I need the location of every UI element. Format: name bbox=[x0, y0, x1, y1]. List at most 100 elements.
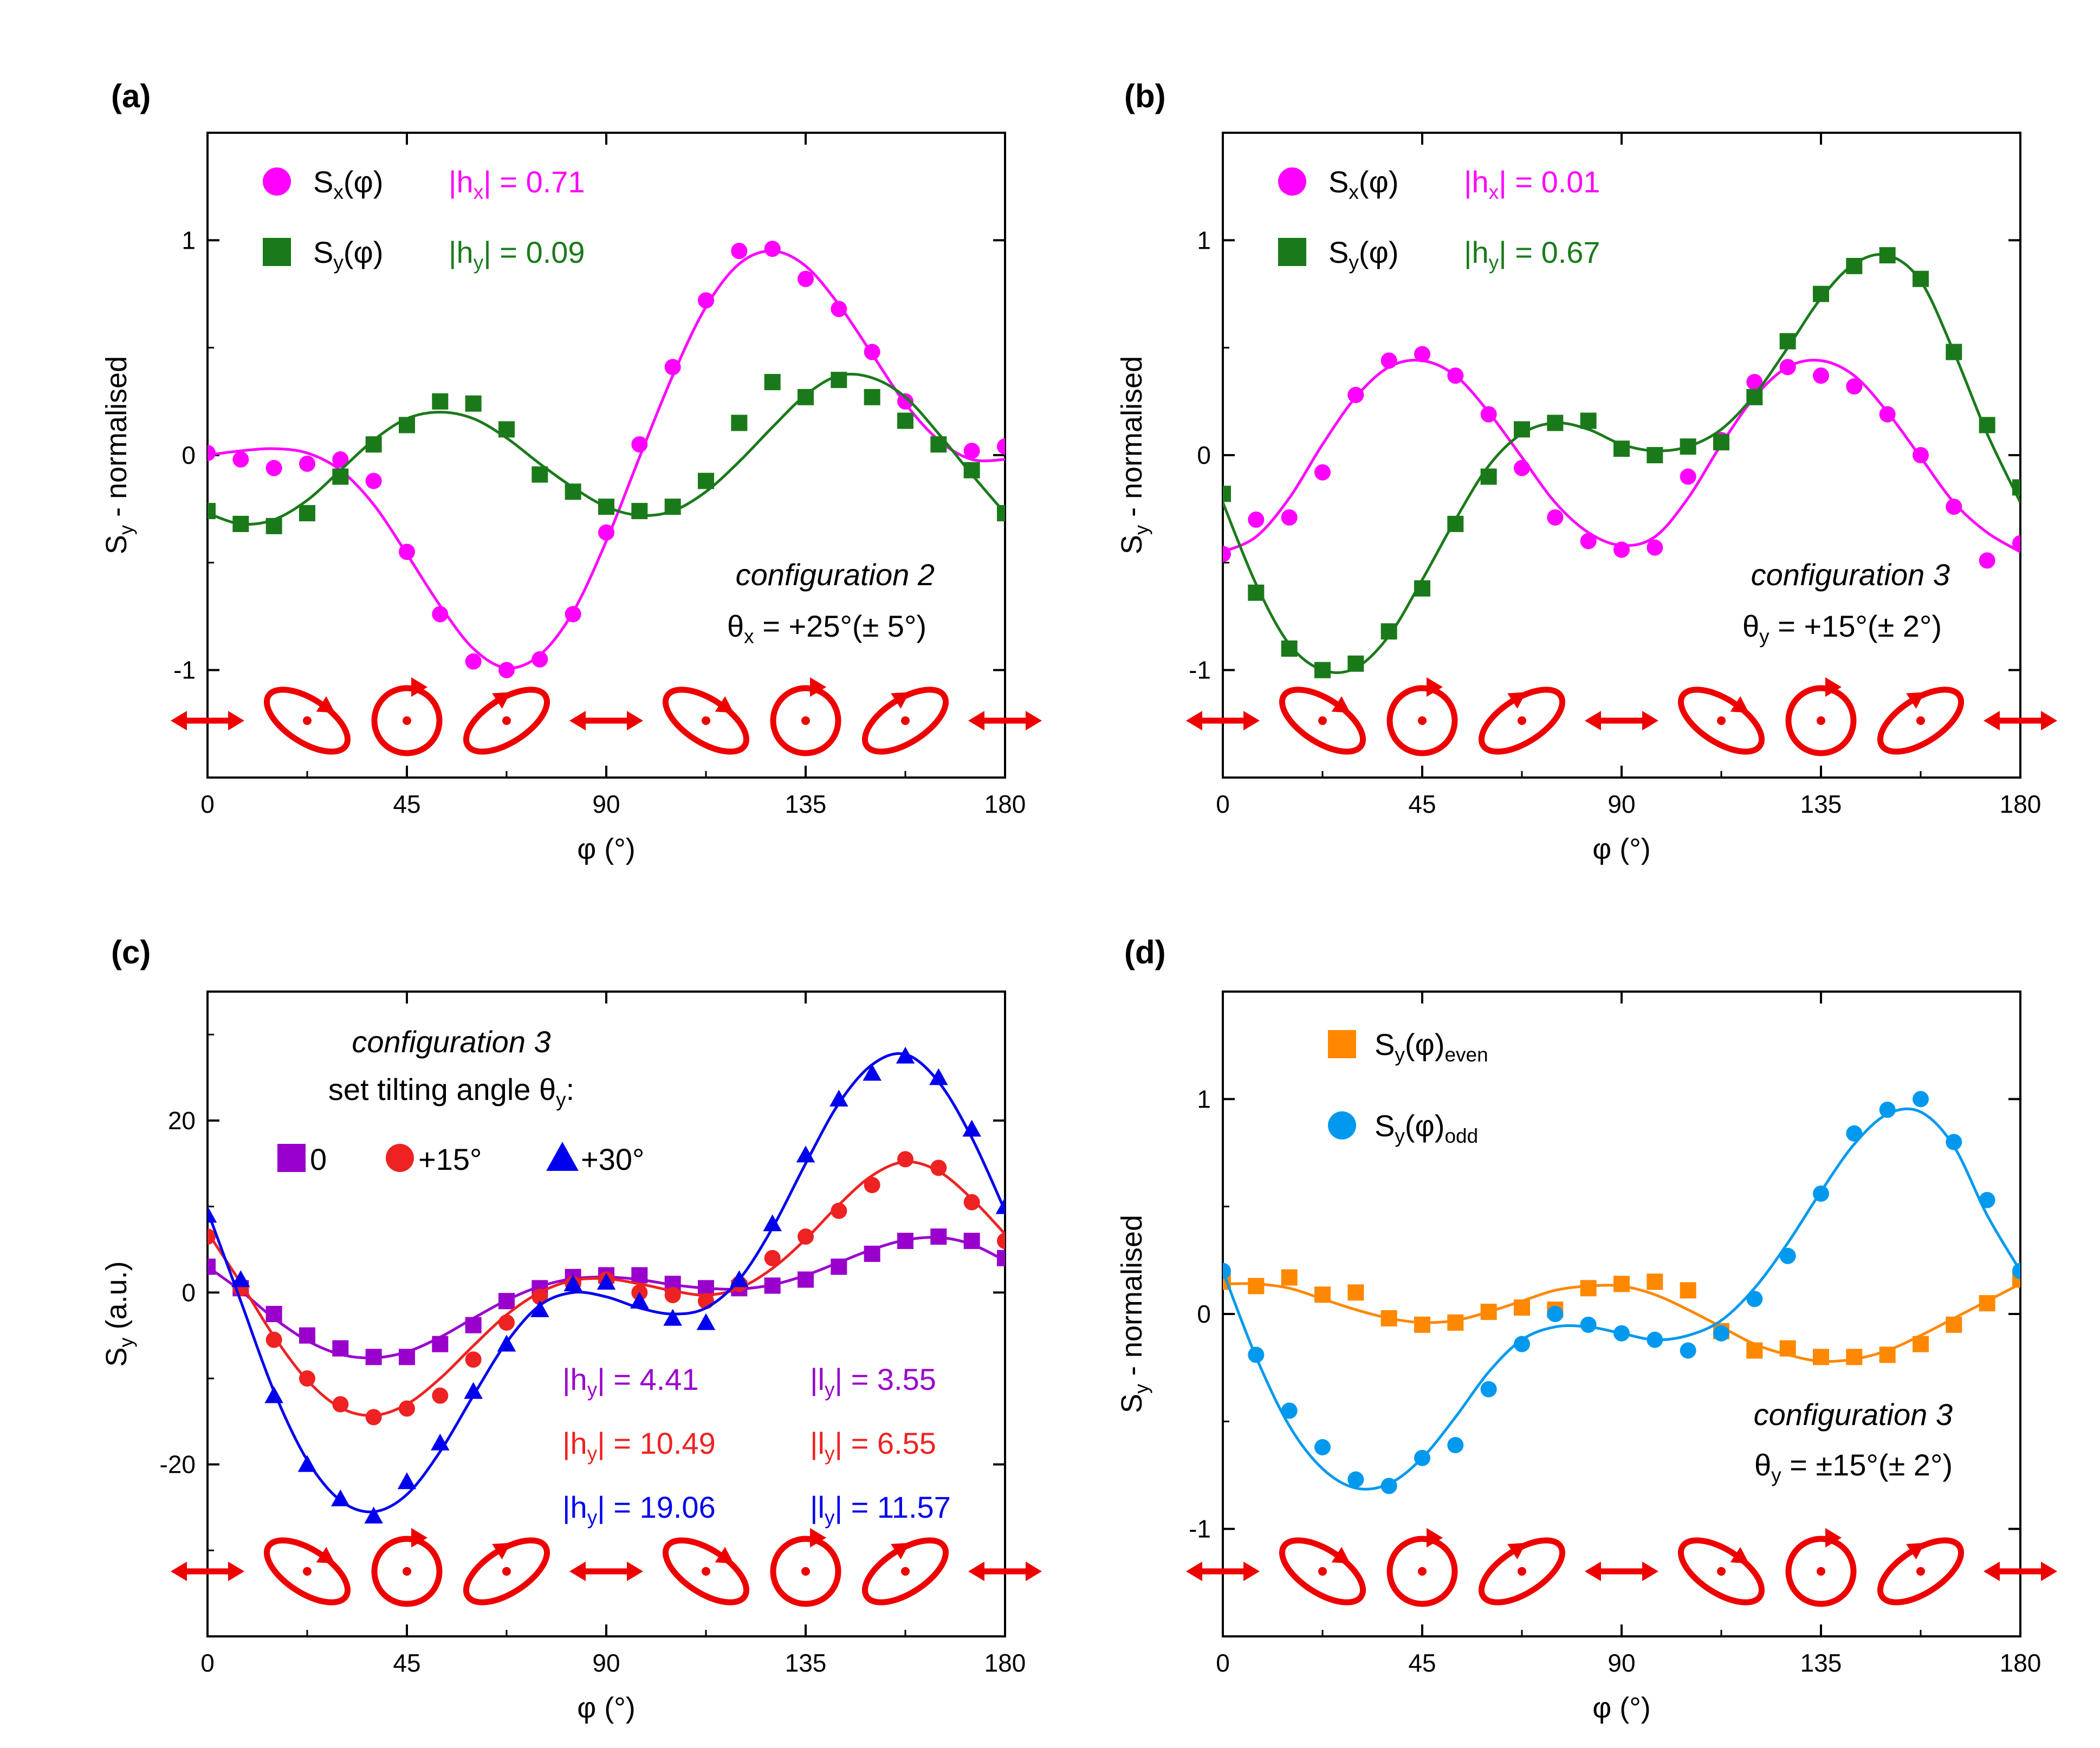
ellipse-icon bbox=[1677, 1537, 1765, 1605]
polarization-ellipse-icon bbox=[463, 1537, 550, 1605]
data-point bbox=[897, 393, 913, 410]
x-tick-label: 0 bbox=[200, 1649, 215, 1677]
legend-marker bbox=[277, 1144, 306, 1172]
circle-arrowhead-icon bbox=[1825, 677, 1842, 697]
data-point bbox=[864, 344, 880, 360]
y-tick-label: -1 bbox=[1189, 656, 1211, 684]
data-layer bbox=[208, 241, 1005, 678]
legend-value: |hy​| = 0.09 bbox=[449, 235, 585, 274]
y-tick-label: -1 bbox=[173, 656, 196, 684]
data-point bbox=[1879, 406, 1896, 423]
data-point bbox=[1979, 1192, 1995, 1208]
fit-line bbox=[208, 1052, 1005, 1513]
data-point bbox=[1680, 1342, 1696, 1359]
arrowhead-left-icon bbox=[1984, 711, 2000, 730]
data-point bbox=[1613, 1276, 1630, 1292]
y-tick-label: 20 bbox=[168, 1106, 196, 1135]
value-l: |ly​| = 3.55 bbox=[810, 1362, 936, 1401]
circle-arrowhead-icon bbox=[1427, 677, 1443, 697]
data-point bbox=[432, 1387, 449, 1404]
data-point bbox=[265, 459, 282, 476]
ellipse-icon bbox=[263, 1537, 351, 1605]
polarization-ellipse-icon bbox=[1279, 687, 1366, 755]
ellipse-icon bbox=[861, 1537, 949, 1605]
data-point bbox=[897, 1233, 913, 1250]
x-tick-label: 180 bbox=[2000, 1649, 2041, 1677]
data-point bbox=[1879, 1346, 1896, 1363]
data-point bbox=[1879, 247, 1896, 264]
circle-arrowhead-icon bbox=[810, 677, 826, 697]
data-point bbox=[532, 1289, 548, 1305]
legend-label: Sy​(φ)even​ bbox=[1375, 1027, 1488, 1066]
data-point bbox=[465, 653, 482, 670]
ellipse-icon bbox=[662, 687, 750, 755]
value-l: |ly​| = 6.55 bbox=[810, 1426, 936, 1465]
data-point bbox=[963, 1233, 980, 1250]
center-dot-icon bbox=[1717, 716, 1726, 725]
x-tick-label: 90 bbox=[592, 1649, 620, 1677]
x-tick-label: 45 bbox=[1408, 1649, 1436, 1677]
data-point bbox=[1380, 352, 1397, 369]
panel-b: (b) 0 45 90 135 180 -1 0 1 φ (°) Sy​ - normalised S… bbox=[1116, 78, 2057, 865]
y-axis-label: Sy​ - normalised bbox=[1116, 1215, 1152, 1413]
data-point bbox=[1248, 584, 1265, 601]
polarization-ellipse-icon bbox=[861, 687, 949, 755]
annotation-config: configuration 3 bbox=[1751, 558, 1950, 592]
data-point bbox=[1580, 1316, 1597, 1333]
data-point bbox=[2012, 479, 2020, 496]
arrowhead-right-icon bbox=[1243, 711, 1260, 730]
value-h: |hy​| = 19.06 bbox=[562, 1490, 716, 1529]
y-axis-label: Sy​ - normalised bbox=[100, 356, 137, 554]
data-point bbox=[664, 1287, 681, 1304]
data-point bbox=[1846, 257, 1863, 274]
ellipse-icon bbox=[463, 687, 550, 755]
ellipse-icon bbox=[1877, 1537, 1965, 1605]
x-tick-label: 45 bbox=[393, 1649, 420, 1677]
data-point bbox=[1879, 1102, 1896, 1118]
polarization-pictograms bbox=[171, 677, 1042, 756]
data-point bbox=[399, 1349, 415, 1365]
annotation-config: configuration 3 bbox=[1754, 1397, 1953, 1432]
data-point bbox=[864, 389, 880, 405]
y-tick-label: 0 bbox=[1197, 441, 1211, 469]
x-tick-label: 135 bbox=[785, 1649, 827, 1677]
data-point bbox=[664, 359, 681, 376]
ellipse-arrowhead-icon bbox=[1906, 692, 1925, 709]
data-point bbox=[1514, 421, 1530, 438]
x-tick-label: 45 bbox=[1408, 790, 1436, 818]
polarization-ellipse-icon bbox=[662, 687, 750, 755]
annotation-config: configuration 2 bbox=[736, 558, 935, 592]
data-point bbox=[432, 1336, 449, 1352]
value-l: |ly​| = 11.57 bbox=[810, 1490, 951, 1529]
data-point bbox=[498, 421, 515, 438]
data-point bbox=[1314, 1439, 1331, 1455]
data-point bbox=[1680, 468, 1696, 485]
data-point bbox=[798, 1271, 814, 1288]
data-point bbox=[1281, 1402, 1298, 1419]
arrowhead-right-icon bbox=[1243, 1562, 1260, 1581]
data-point bbox=[798, 270, 814, 287]
data-point bbox=[997, 1250, 1005, 1266]
data-point bbox=[565, 606, 581, 623]
ellipse-arrowhead-icon bbox=[316, 1546, 335, 1564]
circle-arrowhead-icon bbox=[1427, 1528, 1443, 1548]
arrowhead-left-icon bbox=[171, 711, 187, 730]
plot-frame bbox=[206, 132, 1006, 779]
ellipse-arrowhead-icon bbox=[715, 696, 734, 713]
data-point bbox=[332, 451, 349, 468]
panel-a: (a) 0 45 90 135 180 -1 0 1 φ (°) Sy​ - normalised S… bbox=[100, 78, 1042, 865]
arrowhead-right-icon bbox=[1642, 1562, 1658, 1581]
ellipse-icon bbox=[1478, 687, 1566, 755]
center-dot-icon bbox=[901, 716, 910, 725]
data-point bbox=[1347, 655, 1364, 672]
polarization-circle-icon bbox=[1386, 1536, 1458, 1607]
arrowhead-right-icon bbox=[1026, 711, 1042, 730]
data-point bbox=[631, 503, 648, 520]
data-point bbox=[1746, 374, 1763, 391]
polarization-ellipse-icon bbox=[263, 1537, 351, 1605]
polarization-circle-icon bbox=[371, 1536, 443, 1607]
x-tick-label: 135 bbox=[785, 790, 827, 818]
data-point bbox=[1813, 1185, 1829, 1202]
ellipse-arrowhead-icon bbox=[492, 692, 511, 709]
data-point bbox=[731, 243, 748, 260]
